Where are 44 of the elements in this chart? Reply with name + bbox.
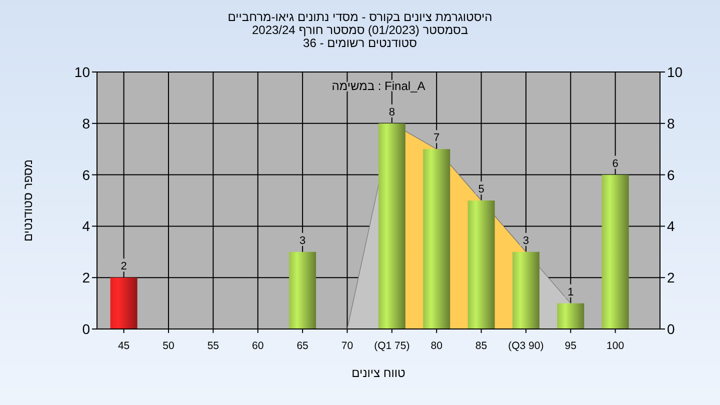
chart-subtitle: בסמסטר (01/2023) סמסטר חורף 2023/24 סטודנטים רשומים - 36 (252, 23, 468, 50)
bar (423, 149, 450, 329)
x-tick-label: 45 (118, 340, 130, 352)
x-tick-label: 100 (606, 340, 624, 352)
x-tick-label: 80 (430, 340, 443, 352)
bar (557, 303, 584, 329)
x-tick-label: 95 (564, 340, 577, 352)
y2-tick-label: 4 (667, 218, 675, 234)
bar (378, 123, 406, 329)
y-tick-label: 4 (82, 218, 90, 234)
y-tick-label: 10 (74, 64, 90, 80)
y-tick-label: 2 (82, 270, 90, 286)
y2-tick-label: 0 (667, 321, 675, 337)
data-label: 3 (522, 234, 530, 247)
bar (512, 252, 540, 329)
bar (602, 174, 629, 329)
y2-tick-label: 10 (667, 64, 683, 80)
y2-tick-label: 2 (667, 270, 675, 286)
data-label: 2 (120, 260, 127, 273)
bar (468, 200, 495, 329)
x-tick-label: 50 (162, 340, 174, 352)
chart-title: היסטוגרמת ציונים בקורס - מסדי נתונים גיאו-מרחביים (228, 10, 492, 24)
y2-tick-label: 8 (667, 115, 675, 132)
y-axis-title: מספר סטודנטים (21, 159, 35, 242)
y-tick-label: 0 (82, 321, 90, 337)
y-tick-label: 8 (82, 115, 90, 132)
data-label: 1 (568, 286, 574, 298)
x-tick-label: (Q3 90) (508, 340, 544, 352)
data-label: 7 (434, 132, 440, 144)
data-label: 5 (478, 184, 484, 196)
y-tick-label: 6 (82, 166, 90, 183)
x-tick-label: 85 (475, 340, 488, 352)
x-tick-label: 70 (341, 340, 354, 352)
bar (289, 252, 316, 329)
data-label: 3 (299, 234, 306, 247)
bar (110, 278, 138, 329)
x-axis-title: טווח ציונים (352, 366, 406, 380)
x-tick-label: 55 (207, 340, 220, 352)
data-label: 6 (612, 158, 618, 170)
y2-tick-label: 6 (667, 166, 675, 183)
x-tick-label: (Q1 75) (374, 340, 410, 352)
x-tick-label: 65 (296, 340, 309, 352)
data-label: 8 (388, 106, 395, 118)
x-tick-label: 60 (252, 340, 264, 352)
